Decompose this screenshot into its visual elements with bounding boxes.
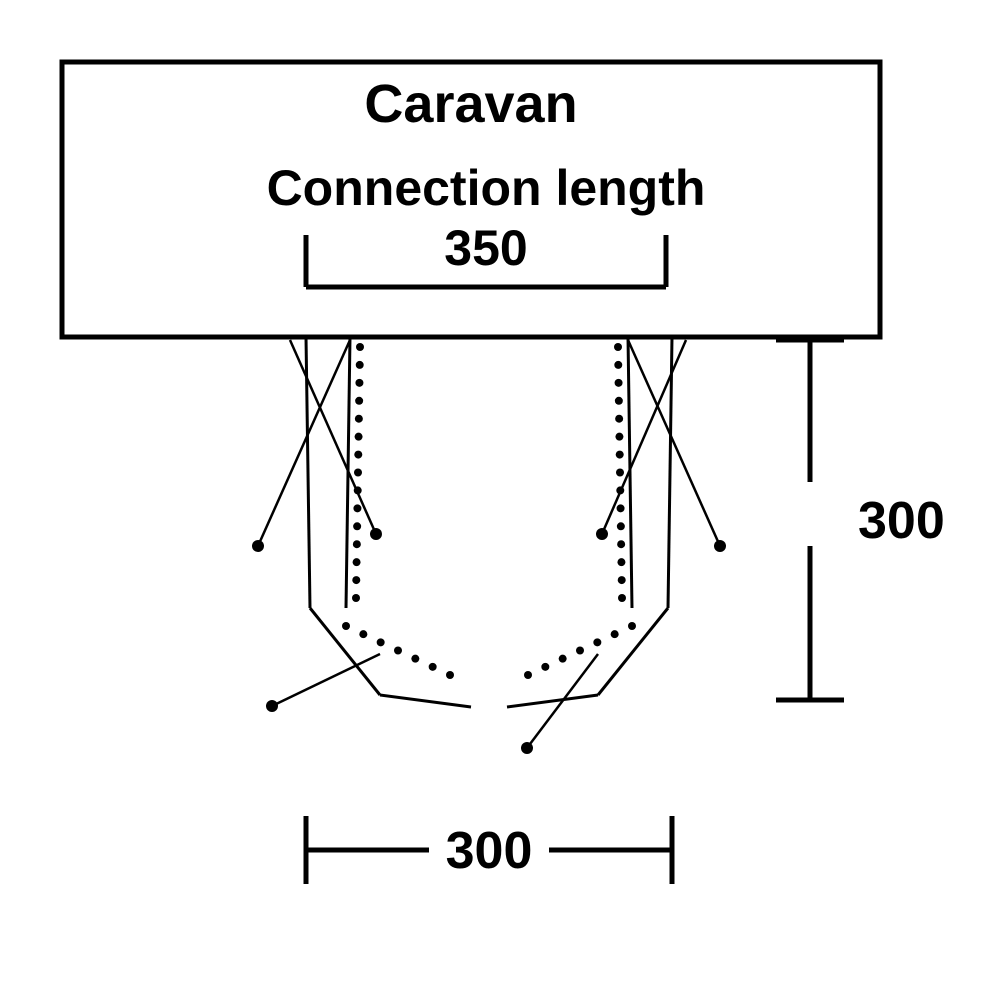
guyline-0 xyxy=(290,340,376,534)
awning-dot xyxy=(614,361,622,369)
awning-dot xyxy=(628,622,636,630)
width-dim-value: 300 xyxy=(446,822,533,880)
awning-dot xyxy=(377,638,385,646)
awning-dot xyxy=(559,655,567,663)
awning-dot xyxy=(355,379,363,387)
awning-dot xyxy=(356,361,364,369)
awning-dot xyxy=(342,622,350,630)
awning-dot xyxy=(353,558,361,566)
connection-length-value: 350 xyxy=(444,220,527,276)
awning-dot xyxy=(353,504,361,512)
awning-dot xyxy=(593,638,601,646)
awning-dot xyxy=(411,655,419,663)
guyline-peg-5 xyxy=(521,742,533,754)
awning-dot xyxy=(617,558,625,566)
awning-dot xyxy=(615,433,623,441)
connection-length-label: Connection length xyxy=(267,160,706,216)
awning-dot xyxy=(617,504,625,512)
guyline-2 xyxy=(602,340,686,534)
awning-dot xyxy=(353,522,361,530)
guyline-peg-1 xyxy=(252,540,264,552)
awning-front-left-tip xyxy=(380,695,471,707)
awning-dot xyxy=(355,433,363,441)
awning-dot xyxy=(615,415,623,423)
awning-dot xyxy=(576,647,584,655)
guyline-peg-3 xyxy=(714,540,726,552)
awning-dot xyxy=(615,397,623,405)
awning-dot xyxy=(429,663,437,671)
guyline-peg-4 xyxy=(266,700,278,712)
awning-dot xyxy=(541,663,549,671)
awning-dot xyxy=(354,451,362,459)
awning-dot xyxy=(446,671,454,679)
awning-dot xyxy=(354,469,362,477)
awning-dot xyxy=(616,451,624,459)
awning-front-right-outer xyxy=(598,608,668,695)
awning-dot xyxy=(359,630,367,638)
awning-dot xyxy=(611,630,619,638)
awning-dot xyxy=(356,343,364,351)
awning-dot xyxy=(394,647,402,655)
awning-dot xyxy=(355,397,363,405)
guyline-peg-0 xyxy=(370,528,382,540)
awning-dot xyxy=(617,522,625,530)
awning-dot xyxy=(524,671,532,679)
awning-dot xyxy=(353,540,361,548)
awning-dot xyxy=(618,576,626,584)
awning-dot xyxy=(617,540,625,548)
awning-dot xyxy=(352,576,360,584)
depth-dim-value: 300 xyxy=(858,492,945,550)
awning-front-right-tip xyxy=(507,695,598,707)
caravan-label: Caravan xyxy=(364,74,577,134)
awning-dot xyxy=(616,469,624,477)
guyline-4 xyxy=(272,654,380,706)
guyline-peg-2 xyxy=(596,528,608,540)
awning-dot xyxy=(615,379,623,387)
awning-dot xyxy=(618,594,626,602)
awning-dot xyxy=(355,415,363,423)
guyline-5 xyxy=(527,654,598,748)
awning-dot xyxy=(614,343,622,351)
awning-dot xyxy=(352,594,360,602)
